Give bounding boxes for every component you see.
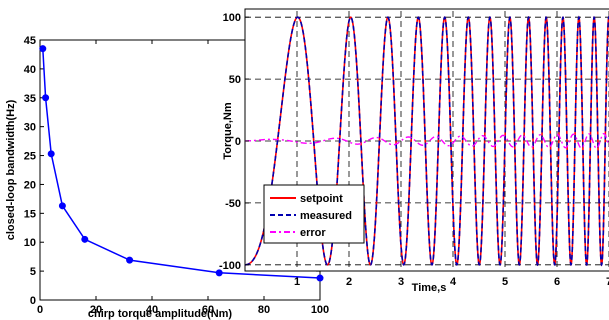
left-y-tick-label: 30 — [24, 122, 36, 134]
left-y-tick-label: 0 — [30, 295, 36, 307]
left-x-tick-label: 60 — [202, 304, 214, 316]
legend-label-setpoint: setpoint — [300, 193, 343, 205]
right-y-tick-label: 100 — [223, 12, 241, 24]
left-y-tick-label: 15 — [24, 208, 36, 220]
legend-label-error: error — [300, 227, 326, 239]
bandwidth-data-point — [81, 235, 89, 243]
left-x-tick-label: 0 — [37, 304, 43, 316]
left-y-tick-label: 10 — [24, 237, 36, 249]
left-y-axis-label: closed-loop bandwidth(Hz) — [5, 99, 17, 240]
measured-series-line — [245, 15, 609, 267]
right-x-tick-label: 6 — [554, 276, 560, 288]
right-y-axis-label: Torque,Nm — [222, 102, 234, 159]
right-series-group — [245, 15, 609, 267]
right-x-tick-label: 7 — [606, 276, 609, 288]
right-x-tick-label: 1 — [294, 276, 300, 288]
left-x-tick-label: 40 — [146, 304, 158, 316]
right-y-tick-label: 50 — [229, 74, 241, 86]
bandwidth-data-point — [316, 274, 324, 282]
left-y-tick-label: 20 — [24, 179, 36, 191]
bandwidth-data-point — [215, 269, 223, 277]
bandwidth-data-point — [42, 94, 50, 102]
left-y-tick-label: 25 — [24, 151, 36, 163]
left-y-tick-label: 35 — [24, 93, 36, 105]
right-x-tick-label: 3 — [398, 276, 404, 288]
bandwidth-data-point — [58, 202, 66, 210]
left-x-tick-label: 100 — [311, 304, 329, 316]
left-y-tick-label: 5 — [30, 266, 36, 278]
left-y-tick-label: 40 — [24, 64, 36, 76]
legend-label-measured: measured — [300, 210, 352, 222]
bandwidth-data-point — [126, 256, 134, 264]
right-x-tick-label: 2 — [346, 276, 352, 288]
left-x-axis-label: chirp torque amplitude(Nm) — [88, 308, 233, 320]
bandwidth-series-line — [42, 48, 321, 279]
right-x-axis-label: Time,s — [412, 282, 447, 294]
bandwidth-data-point — [39, 45, 47, 53]
right-x-tick-label: 4 — [450, 276, 457, 288]
right-y-tick-label: -50 — [225, 198, 241, 210]
bandwidth-data-point — [47, 150, 55, 158]
left-y-tick-label: 45 — [24, 35, 36, 47]
right-y-tick-label: -100 — [219, 260, 241, 272]
left-x-tick-label: 80 — [258, 304, 270, 316]
right-x-tick-label: 5 — [502, 276, 508, 288]
error-series-line — [245, 132, 609, 149]
right-y-tick-label: 0 — [235, 136, 241, 148]
left-x-tick-label: 20 — [90, 304, 102, 316]
